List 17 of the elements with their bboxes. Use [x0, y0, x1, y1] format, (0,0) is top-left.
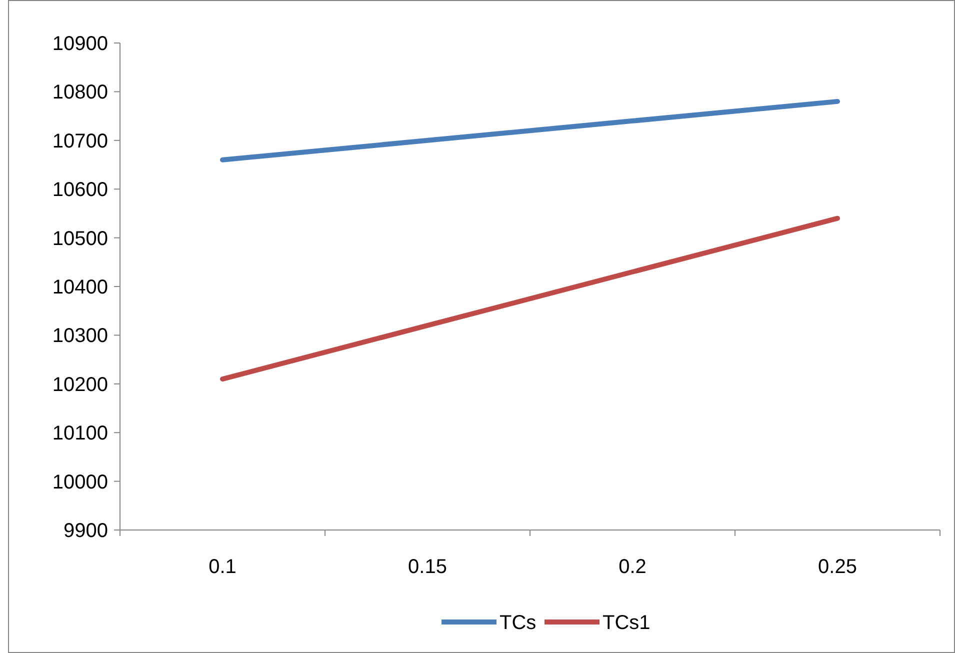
y-tick-label: 10200	[52, 374, 108, 396]
y-tick-label: 10400	[52, 276, 108, 298]
y-tick-label: 10600	[52, 179, 108, 202]
y-tick-label: 10000	[52, 471, 108, 494]
x-tick-label: 0.15	[408, 556, 447, 578]
y-tick-label: 10300	[52, 325, 108, 348]
x-tick-label: 0.25	[818, 556, 857, 578]
x-tick-label: 0.1	[208, 556, 236, 578]
y-tick-label: 9900	[64, 520, 108, 542]
y-tick-label: 10100	[52, 422, 108, 445]
y-tick-label: 10800	[52, 82, 108, 104]
legend-label: TCs	[500, 612, 536, 634]
y-tick-label: 10900	[52, 33, 108, 55]
y-tick-label: 10500	[52, 228, 108, 250]
x-tick-label: 0.2	[618, 556, 646, 578]
y-tick-label: 10700	[52, 130, 108, 152]
legend-label: TCs1	[602, 612, 650, 634]
